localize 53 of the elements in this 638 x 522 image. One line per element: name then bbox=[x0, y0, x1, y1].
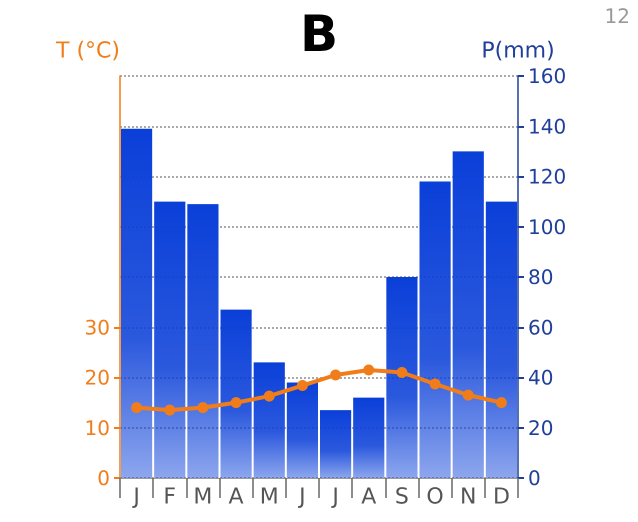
x-tick-label: F bbox=[163, 484, 176, 510]
y2-tick-label: 60 bbox=[528, 315, 554, 340]
y-tick-label: 30 bbox=[84, 315, 110, 340]
chart-title: B bbox=[300, 5, 338, 63]
x-tick-label: N bbox=[460, 484, 476, 510]
point bbox=[230, 397, 242, 408]
x-tick-label: A bbox=[361, 484, 376, 510]
x-tick-label: M bbox=[193, 484, 212, 510]
y2-tick-label: 20 bbox=[528, 416, 554, 440]
point bbox=[363, 364, 374, 376]
bar bbox=[254, 362, 285, 478]
y2-tick-label: 0 bbox=[528, 466, 541, 490]
bar bbox=[220, 310, 252, 478]
y2-axis-title: P(mm) bbox=[481, 38, 555, 64]
point bbox=[330, 369, 342, 380]
bar bbox=[286, 382, 318, 478]
x-tick-label: J bbox=[131, 484, 140, 510]
bar bbox=[353, 398, 384, 478]
bar bbox=[320, 410, 352, 478]
bar bbox=[419, 182, 451, 478]
point bbox=[430, 378, 441, 390]
x-tick-label: J bbox=[330, 484, 339, 510]
y-tick-label: 20 bbox=[84, 366, 110, 390]
bar bbox=[386, 277, 418, 478]
x-tick-label: S bbox=[394, 484, 409, 510]
x-tick-label: J bbox=[297, 484, 306, 510]
y-tick-label: 0 bbox=[97, 466, 110, 490]
y2-tick-label: 100 bbox=[528, 214, 566, 239]
y2-tick-label: 160 bbox=[528, 64, 566, 88]
point bbox=[462, 390, 474, 401]
bar bbox=[486, 202, 518, 478]
bar bbox=[187, 204, 219, 478]
point bbox=[197, 402, 208, 414]
point bbox=[296, 380, 308, 392]
y2-tick-label: 120 bbox=[528, 164, 566, 188]
x-tick-label: M bbox=[260, 484, 279, 510]
bar bbox=[154, 202, 186, 478]
y2-tick-label: 140 bbox=[528, 114, 566, 138]
point bbox=[131, 402, 142, 414]
x-tick-label: O bbox=[426, 484, 444, 510]
bar bbox=[452, 151, 484, 478]
y2-tick-label: 40 bbox=[528, 366, 554, 390]
x-tick-label: A bbox=[228, 484, 244, 510]
y-axis-title: T (°C) bbox=[55, 38, 120, 64]
text: 12 bbox=[604, 4, 630, 28]
point bbox=[496, 397, 507, 408]
y2-tick-label: 80 bbox=[528, 265, 554, 289]
point bbox=[264, 390, 275, 402]
x-tick-label: D bbox=[492, 484, 510, 510]
point bbox=[396, 366, 408, 378]
bar bbox=[120, 128, 152, 478]
y-tick-label: 10 bbox=[84, 416, 110, 440]
point bbox=[164, 404, 176, 416]
